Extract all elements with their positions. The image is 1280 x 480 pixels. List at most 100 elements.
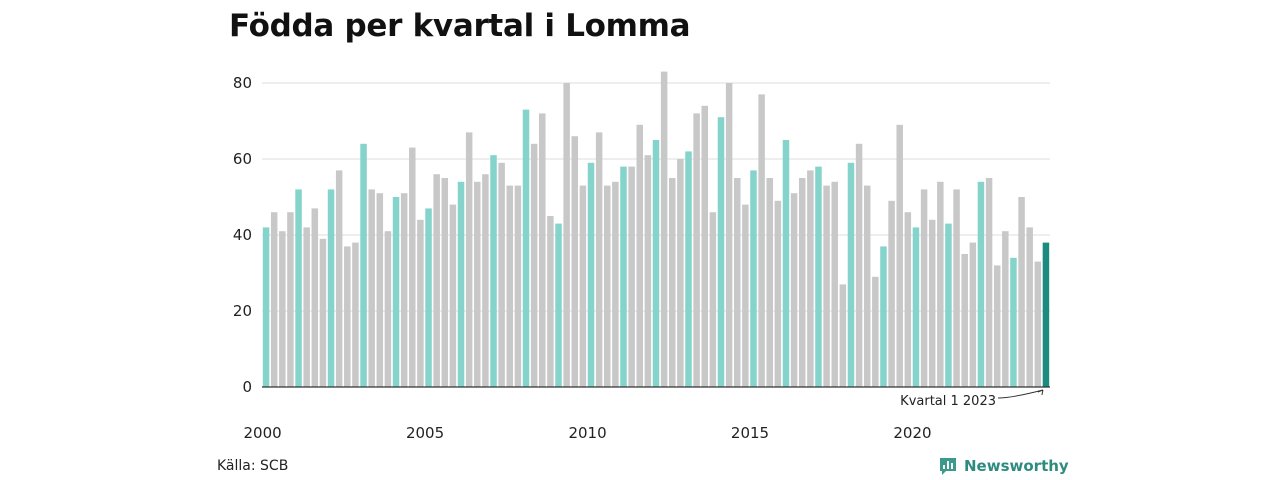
bar: [587, 162, 595, 387]
bar: [311, 208, 319, 387]
annotation-arrowhead: [1037, 389, 1044, 396]
bar: [677, 159, 684, 387]
bar: [262, 227, 270, 387]
x-axis-ticks: 2000 2005 2010 2015 2020: [244, 424, 932, 442]
bar: [612, 181, 619, 387]
bar: [1002, 231, 1009, 387]
bar: [742, 204, 749, 387]
bar: [977, 181, 985, 387]
bar: [872, 276, 879, 387]
bar: [807, 170, 814, 387]
bar: [912, 227, 920, 387]
bar: [725, 83, 733, 387]
bar: [530, 143, 538, 387]
bar: [693, 113, 700, 388]
newsworthy-logo-icon: [940, 458, 956, 475]
bar: [441, 178, 449, 387]
bar: [953, 189, 960, 387]
x-tick-label: 2000: [244, 424, 282, 442]
bar: [888, 200, 895, 387]
bar: [449, 204, 457, 387]
bar: [360, 143, 367, 387]
bar: [1018, 197, 1025, 387]
x-tick-label: 2005: [406, 424, 444, 442]
bar: [709, 212, 717, 387]
bar: [384, 231, 392, 387]
bar: [750, 170, 757, 387]
y-tick-label: 60: [233, 150, 252, 168]
bar: [904, 212, 912, 387]
y-tick-label: 20: [233, 302, 252, 320]
bar: [555, 223, 562, 387]
bar: [847, 162, 855, 387]
bar: [506, 185, 514, 387]
bar: [985, 178, 993, 387]
bar: [928, 219, 936, 387]
bar: [855, 143, 863, 387]
bar: [270, 212, 278, 387]
bar: [433, 174, 440, 387]
bar: [839, 284, 847, 387]
bar: [400, 193, 408, 387]
annotation: Kvartal 1 2023: [900, 389, 1044, 409]
bar: [766, 178, 773, 387]
bar: [409, 147, 416, 387]
brand-logo: Newsworthy: [938, 456, 1069, 476]
bar: [863, 185, 871, 387]
bar: [295, 189, 302, 387]
bar: [896, 124, 903, 388]
annotation-arrow: [997, 389, 1044, 399]
bar: [279, 231, 286, 387]
bar: [417, 219, 424, 387]
bar: [490, 155, 497, 387]
bar: [474, 181, 481, 387]
bar: [287, 212, 294, 387]
brand-name: Newsworthy: [964, 457, 1069, 475]
bar: [774, 200, 782, 387]
bar: [945, 223, 952, 387]
bar: [969, 242, 977, 387]
bar: [319, 238, 327, 387]
y-tick-label: 80: [233, 74, 252, 92]
bar: [595, 132, 603, 387]
bar: [465, 132, 473, 387]
bar: [620, 166, 627, 387]
bar: [831, 181, 838, 387]
bar: [498, 162, 505, 387]
bar: [668, 178, 676, 387]
bar: [758, 94, 765, 388]
bar: [717, 117, 725, 387]
x-tick-label: 2015: [731, 424, 769, 442]
bars: [262, 71, 1050, 388]
bar: [798, 178, 806, 387]
bar: [993, 265, 1001, 387]
y-axis-ticks: 0 20 40 60 80: [233, 74, 252, 396]
bar: [782, 140, 790, 387]
bar: [547, 216, 554, 387]
bar: [482, 174, 489, 387]
bar: [335, 170, 343, 387]
bar: [571, 136, 579, 387]
bar: [392, 197, 400, 387]
bar: [368, 189, 375, 387]
bar: [733, 178, 741, 387]
bar: [514, 185, 522, 387]
bar: [522, 109, 530, 387]
annotation-label: Kvartal 1 2023: [900, 394, 996, 409]
bar: [790, 193, 798, 387]
bar: [920, 189, 928, 387]
chart-title: Födda per kvartal i Lomma: [229, 8, 691, 44]
bar: [539, 113, 546, 388]
bar: [579, 185, 587, 387]
bar: [815, 166, 822, 387]
bar: [636, 124, 644, 388]
y-tick-label: 40: [233, 226, 252, 244]
bar: [303, 227, 310, 387]
bar: [425, 208, 432, 387]
bar: [1010, 257, 1017, 387]
bar: [644, 155, 652, 387]
bar: [563, 83, 570, 387]
bar: [376, 193, 384, 387]
bar: [652, 140, 660, 387]
